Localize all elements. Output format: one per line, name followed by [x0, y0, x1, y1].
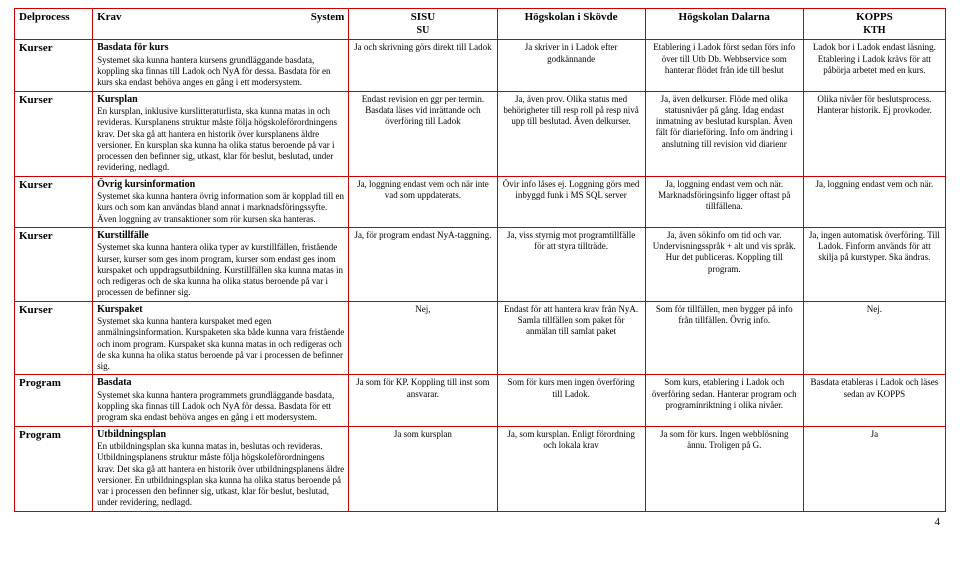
cell-dalarna: Som kurs, etablering i Ladok och överför… [645, 375, 803, 426]
cell-skovde: Ja skriver in i Ladok efter godkännande [497, 40, 645, 91]
cell-krav: BasdataSystemet ska kunna hantera progra… [93, 375, 349, 426]
cell-sisu: Ja och skrivning görs direkt till Ladok [349, 40, 497, 91]
krav-text: Systemet ska kunna hantera olika typer a… [97, 242, 343, 297]
table-row: KurserBasdata för kursSystemet ska kunna… [15, 40, 946, 91]
cell-skovde: Övir info låses ej. Loggning görs med in… [497, 176, 645, 227]
table-body: KurserBasdata för kursSystemet ska kunna… [15, 40, 946, 511]
cell-krav: KursplanEn kursplan, inklusive kurslitte… [93, 91, 349, 176]
cell-sisu: Ja som för KP. Koppling till inst som an… [349, 375, 497, 426]
krav-title: Basdata [97, 377, 344, 390]
hdr-krav: Krav [97, 11, 121, 25]
cell-dalarna: Etablering i Ladok först sedan förs info… [645, 40, 803, 91]
cell-delprocess: Kurser [15, 227, 93, 301]
cell-skovde: Ja, viss styrnig mot programtillfälle fö… [497, 227, 645, 301]
cell-dalarna: Ja, loggning endast vem och när. Marknad… [645, 176, 803, 227]
page-number: 4 [14, 512, 946, 528]
table-row: KurserÖvrig kursinformationSystemet ska … [15, 176, 946, 227]
hdr-sisu: SISU SU [349, 9, 497, 40]
cell-dalarna: Ja, även delkurser. Flöde med olika stat… [645, 91, 803, 176]
cell-kopps: Ja [803, 426, 945, 511]
cell-sisu: Nej, [349, 301, 497, 375]
krav-title: Kursplan [97, 94, 344, 107]
hdr-delprocess: Delprocess [15, 9, 93, 40]
krav-title: Basdata för kurs [97, 42, 344, 55]
table-row: KurserKurstillfälleSystemet ska kunna ha… [15, 227, 946, 301]
hdr-krav-system: Krav System [93, 9, 349, 40]
requirements-table: Delprocess Krav System SISU SU Högskolan… [14, 8, 946, 512]
cell-delprocess: Program [15, 375, 93, 426]
hdr-system: System [311, 11, 345, 25]
cell-kopps: Ja, loggning endast vem och när. [803, 176, 945, 227]
cell-skovde: Endast för att hantera krav från NyA. Sa… [497, 301, 645, 375]
page: Delprocess Krav System SISU SU Högskolan… [0, 0, 960, 536]
table-row: KurserKursplanEn kursplan, inklusive kur… [15, 91, 946, 176]
cell-krav: KurspaketSystemet ska kunna hantera kurs… [93, 301, 349, 375]
cell-sisu: Ja, för program endast NyA-taggning. [349, 227, 497, 301]
krav-text: En utbildningsplan ska kunna matas in, b… [97, 441, 344, 507]
cell-sisu: Ja, loggning endast vem och när inte vad… [349, 176, 497, 227]
hdr-skovde: Högskolan i Skövde [497, 9, 645, 40]
krav-text: Systemet ska kunna hantera övrig informa… [97, 191, 344, 224]
cell-delprocess: Kurser [15, 301, 93, 375]
cell-skovde: Ja, som kursplan. Enligt förordning och … [497, 426, 645, 511]
cell-sisu: Ja som kursplan [349, 426, 497, 511]
table-row: ProgramBasdataSystemet ska kunna hantera… [15, 375, 946, 426]
cell-skovde: Som för kurs men ingen överföring till L… [497, 375, 645, 426]
krav-title: Kurstillfälle [97, 230, 344, 243]
krav-title: Övrig kursinformation [97, 179, 344, 192]
hdr-kopps: KOPPS KTH [803, 9, 945, 40]
cell-skovde: Ja, även prov. Olika status med behörigh… [497, 91, 645, 176]
table-header-row: Delprocess Krav System SISU SU Högskolan… [15, 9, 946, 40]
cell-delprocess: Kurser [15, 176, 93, 227]
table-row: ProgramUtbildningsplanEn utbildningsplan… [15, 426, 946, 511]
krav-title: Kurspaket [97, 304, 344, 317]
krav-text: Systemet ska kunna hantera kurspaket med… [97, 316, 344, 371]
cell-kopps: Nej. [803, 301, 945, 375]
cell-kopps: Ladok bor i Ladok endast läsning. Etable… [803, 40, 945, 91]
cell-delprocess: Kurser [15, 40, 93, 91]
cell-delprocess: Kurser [15, 91, 93, 176]
table-row: KurserKurspaketSystemet ska kunna hanter… [15, 301, 946, 375]
cell-delprocess: Program [15, 426, 93, 511]
cell-krav: Basdata för kursSystemet ska kunna hante… [93, 40, 349, 91]
cell-kopps: Ja, ingen automatisk överföring. Till La… [803, 227, 945, 301]
cell-kopps: Olika nivåer för beslutsprocess. Hantera… [803, 91, 945, 176]
krav-text: En kursplan, inklusive kurslitteraturlis… [97, 106, 337, 172]
cell-kopps: Basdata etableras i Ladok och läses seda… [803, 375, 945, 426]
cell-dalarna: Ja som för kurs. Ingen webblösning ännu.… [645, 426, 803, 511]
cell-dalarna: Ja, även sökinfo om tid och var. Undervi… [645, 227, 803, 301]
krav-text: Systemet ska kunna hantera kursens grund… [97, 55, 330, 88]
cell-krav: UtbildningsplanEn utbildningsplan ska ku… [93, 426, 349, 511]
cell-sisu: Endast revision en ggr per termin. Basda… [349, 91, 497, 176]
krav-title: Utbildningsplan [97, 429, 344, 442]
cell-dalarna: Som för tillfällen, men bygger på info f… [645, 301, 803, 375]
hdr-dalarna: Högskolan Dalarna [645, 9, 803, 40]
cell-krav: Övrig kursinformationSystemet ska kunna … [93, 176, 349, 227]
cell-krav: KurstillfälleSystemet ska kunna hantera … [93, 227, 349, 301]
krav-text: Systemet ska kunna hantera programmets g… [97, 390, 334, 423]
